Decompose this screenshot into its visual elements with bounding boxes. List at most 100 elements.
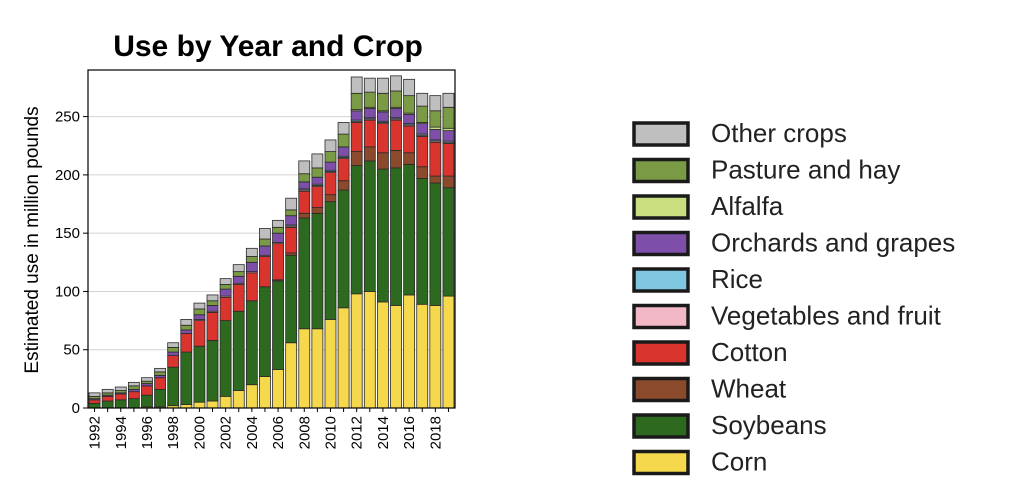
bar-segment-soybeans-2006 <box>272 280 284 370</box>
bar-segment-other-crops-1992 <box>88 392 101 397</box>
bar-segment-corn-2007 <box>285 342 298 409</box>
bar-segment-pasture-and-hay-2004 <box>245 256 258 263</box>
legend-label-alfalfa: Alfalfa <box>711 191 784 221</box>
bar-segment-soybeans-2003 <box>232 310 245 391</box>
bar-segment-cotton-2006 <box>272 243 284 281</box>
bar-segment-orchards-and-grapes-1998 <box>167 351 180 356</box>
bar-segment-wheat-2018 <box>429 175 442 184</box>
bar-segment-orchards-and-grapes-2016 <box>403 113 416 125</box>
bar-segment-pasture-and-hay-2018 <box>429 110 442 128</box>
bar-segment-corn-2005 <box>259 376 271 409</box>
y-tick-label: 50 <box>63 342 80 359</box>
bar-segment-soybeans-1994 <box>114 399 127 409</box>
bar-segment-wheat-2012 <box>350 151 363 166</box>
x-tick-label: 2008 <box>296 416 313 449</box>
legend-label-rice: Rice <box>711 264 763 294</box>
x-tick-label: 2000 <box>191 416 208 449</box>
bar-segment-orchards-and-grapes-2007 <box>285 215 298 226</box>
x-tick-label: 1998 <box>165 416 182 449</box>
bar-segment-pasture-and-hay-2015 <box>390 90 402 108</box>
bar-segment-other-crops-2002 <box>219 278 232 285</box>
bar-segment-corn-2013 <box>363 291 376 409</box>
bar-segment-cotton-2010 <box>324 172 337 196</box>
bar-segment-other-crops-1994 <box>114 386 127 391</box>
legend-label-soybeans: Soybeans <box>711 410 827 440</box>
bar-segment-cotton-2002 <box>219 296 232 321</box>
legend-swatch-rice <box>632 267 690 293</box>
bar-segment-cotton-2017 <box>416 136 429 168</box>
bar-segment-pasture-and-hay-1998 <box>167 346 180 353</box>
legend: Other crops Pasture and hay Alfalfa Orchard… <box>632 118 955 477</box>
bar-segment-orchards-and-grapes-2008 <box>298 181 311 190</box>
x-tick-label: 2006 <box>270 416 287 449</box>
bar-segment-wheat-2016 <box>403 152 416 165</box>
bar-segment-orchards-and-grapes-2011 <box>337 146 350 157</box>
legend-label-pasture-and-hay: Pasture and hay <box>711 155 900 185</box>
bar-segment-pasture-and-hay-2006 <box>272 226 284 234</box>
bar-segment-cotton-2007 <box>285 226 298 254</box>
legend-label-other-crops: Other crops <box>711 118 847 148</box>
bar-segment-soybeans-2007 <box>285 254 298 344</box>
bar-segment-soybeans-2002 <box>219 320 232 397</box>
bar-segment-cotton-2012 <box>350 122 363 152</box>
bar-segment-pasture-and-hay-2013 <box>363 91 376 108</box>
bar-segment-orchards-and-grapes-2015 <box>390 108 402 119</box>
bar-segment-soybeans-1999 <box>180 351 193 405</box>
bar-segment-pasture-and-hay-2003 <box>232 271 245 277</box>
legend-swatch-pasture-and-hay <box>632 157 690 184</box>
bar-segment-pasture-and-hay-2017 <box>416 105 429 123</box>
bar-segment-corn-2015 <box>390 305 402 409</box>
bar-segment-corn-2001 <box>206 400 219 409</box>
bar-segment-soybeans-2014 <box>377 168 389 303</box>
bar-segment-corn-2010 <box>324 319 337 409</box>
bar-segment-wheat-2017 <box>416 166 429 179</box>
bar-segment-orchards-and-grapes-2000 <box>193 314 206 320</box>
bar-segment-cotton-1999 <box>180 333 193 353</box>
bar-segment-other-crops-2014 <box>377 77 389 94</box>
bar-segment-orchards-and-grapes-2018 <box>429 129 442 141</box>
bar-segment-wheat-2015 <box>390 150 402 169</box>
bar-segment-other-crops-2012 <box>350 76 363 94</box>
bar-segment-soybeans-2000 <box>193 345 206 403</box>
bar-segment-corn-2014 <box>377 301 389 409</box>
bar-segment-cotton-2011 <box>337 158 350 182</box>
bar-segment-corn-2004 <box>245 384 258 409</box>
bar-segment-wheat-2011 <box>337 180 350 191</box>
bar-segment-orchards-and-grapes-2009 <box>311 176 324 185</box>
legend-label-vegetables-and-fruit: Vegetables and fruit <box>711 301 942 331</box>
bar-segment-pasture-and-hay-2012 <box>350 92 363 111</box>
bar-segment-cotton-1998 <box>167 355 180 368</box>
bar-segment-pasture-and-hay-2008 <box>298 173 311 183</box>
bar-segment-cotton-1993 <box>101 395 114 402</box>
x-tick-label: 2002 <box>218 416 235 449</box>
x-tick-label: 1994 <box>113 416 130 449</box>
legend-swatch-wheat <box>632 376 690 403</box>
bar-segment-other-crops-1995 <box>127 381 140 387</box>
x-tick-label: 2012 <box>349 416 366 449</box>
bar-segment-soybeans-1992 <box>88 402 101 409</box>
bar-segment-pasture-and-hay-2000 <box>193 308 206 316</box>
bar-segment-other-crops-2000 <box>193 302 206 310</box>
bar-segment-other-crops-2007 <box>285 197 298 211</box>
bar-segment-cotton-2014 <box>377 123 389 154</box>
bar-segment-other-crops-2018 <box>429 95 442 112</box>
x-tick-label: 1996 <box>139 416 156 449</box>
bar-segment-soybeans-2012 <box>350 165 363 295</box>
bar-segment-corn-2012 <box>350 293 363 409</box>
bar-segment-corn-2011 <box>337 307 350 409</box>
bar-segment-cotton-2005 <box>259 256 271 288</box>
bar-segment-orchards-and-grapes-2004 <box>245 261 258 273</box>
y-tick-label: 250 <box>55 109 80 126</box>
legend-label-corn: Corn <box>711 447 767 477</box>
bar-segment-soybeans-2008 <box>298 217 311 330</box>
bar-segment-soybeans-2009 <box>311 212 324 330</box>
bar-segment-cotton-1996 <box>141 385 153 396</box>
bar-segment-soybeans-2013 <box>363 160 376 292</box>
bar-segment-other-crops-2011 <box>337 122 350 135</box>
y-tick-label: 200 <box>55 167 80 184</box>
bar-segment-pasture-and-hay-2007 <box>285 209 298 217</box>
bar-segment-cotton-1995 <box>127 391 140 400</box>
bar-segment-corn-2017 <box>416 303 429 409</box>
bar-segment-soybeans-2001 <box>206 339 219 402</box>
